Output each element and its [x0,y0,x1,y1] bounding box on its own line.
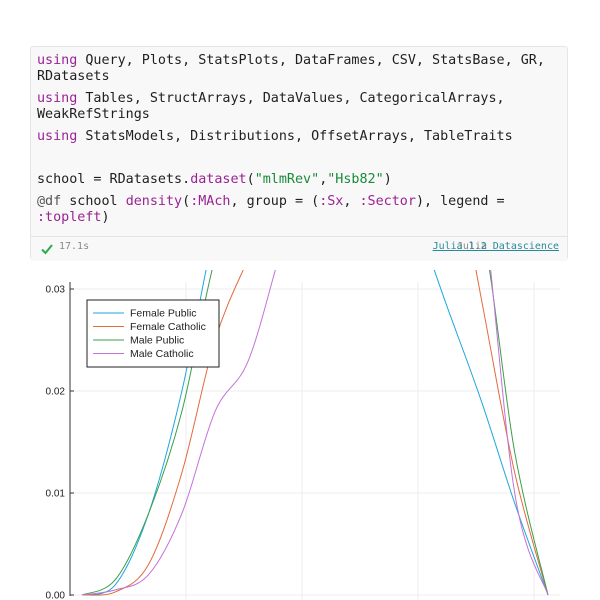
check-icon [41,244,53,255]
code-text: ( [246,172,255,187]
function-name: density [125,194,183,209]
legend-box [86,299,220,368]
string-literal: "mlmRev" [254,172,320,187]
code-text: ) [383,172,392,187]
code-line: using Tables, StructArrays, DataValues, … [37,91,505,123]
density-plot: 0.000.010.020.030.040.05 Female PublicFe… [46,270,560,600]
code-text: , group = ( [230,194,320,209]
code-text: school [61,194,126,209]
language-label: Julia [456,241,487,252]
keyword: using [37,91,78,106]
code-text: StatsModels, Distributions, OffsetArrays… [77,129,513,144]
code-text: RDatasets [37,69,110,84]
code-text: ) [101,210,110,225]
code-text: , [343,194,360,209]
symbol-literal: :Sx [319,194,344,209]
kernel-link[interactable]: Julia 1.2 Datascience [432,241,559,252]
keyword: using [37,53,78,68]
series-line-male-public [81,270,549,596]
code-text: ), legend = [415,194,505,209]
elapsed-time: 17.1s [59,241,90,252]
code-text: Query, Plots, StatsPlots, DataFrames, CS… [77,53,545,68]
series-line-male-catholic [81,270,549,596]
cell-status-bar: 17.1s Julia Julia 1.2 Datascience [31,236,567,261]
y-tick-label: 0.03 [46,285,66,296]
macro: @df [37,194,62,209]
legend-label: Male Public [130,335,184,347]
function-name: dataset [190,172,247,187]
string-literal: "Hsb82" [327,172,384,187]
keyword: using [37,129,78,144]
code-line: using StatsModels, Distributions, Offset… [37,129,513,145]
code-line: school = RDatasets.dataset("mlmRev","Hsb… [37,172,392,188]
y-tick-label: 0.00 [46,591,66,600]
series-line-female-public [81,270,549,596]
legend-label: Female Public [130,308,197,320]
code-line: using Query, Plots, StatsPlots, DataFram… [37,53,545,85]
legend-label: Male Catholic [130,348,194,360]
legend-label: Female Catholic [130,321,206,333]
symbol-literal: :MAch [190,194,231,209]
code-line: @df school density(:MAch, group = (:Sx, … [37,194,505,226]
code-text: ( [182,194,191,209]
y-tick-label: 0.02 [46,387,66,398]
symbol-literal: :Sector [359,194,416,209]
y-tick-label: 0.01 [46,489,66,500]
code-text: , [319,172,328,187]
series-line-female-catholic [81,270,549,596]
code-text: WeakRefStrings [37,107,150,122]
code-cell[interactable]: using Query, Plots, StatsPlots, DataFram… [30,46,568,261]
y-tick-labels: 0.000.010.020.030.040.05 [46,285,74,600]
symbol-literal: :topleft [37,210,102,225]
code-text: school = RDatasets. [37,172,191,187]
series-lines [81,270,549,596]
code-text: Tables, StructArrays, DataValues, Catego… [77,91,505,106]
